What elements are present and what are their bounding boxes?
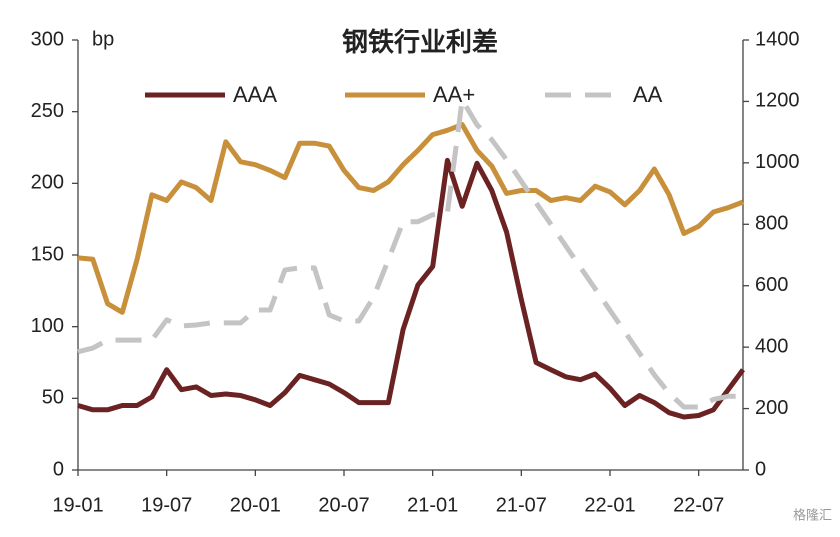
y-tick-label: 0 (53, 458, 64, 480)
x-tick-label: 21-07 (496, 494, 547, 516)
x-tick-label: 22-07 (673, 494, 724, 516)
x-tick-label: 19-01 (52, 494, 103, 516)
y-tick-label: 250 (31, 100, 64, 122)
y-unit: bp (92, 28, 114, 50)
legend-label: AA (633, 82, 663, 107)
y2-tick-label: 200 (755, 397, 788, 419)
y2-tick-label: 1400 (755, 28, 800, 50)
y2-tick-label: 1200 (755, 90, 800, 112)
y-tick-label: 200 (31, 172, 64, 194)
y2-tick-label: 400 (755, 335, 788, 357)
y-tick-label: 100 (31, 315, 64, 337)
y-tick-label: 300 (31, 28, 64, 50)
series-line (77, 157, 746, 420)
y2-tick-label: 800 (755, 213, 788, 235)
x-tick-label: 22-01 (584, 494, 635, 516)
series-line (77, 97, 743, 410)
legend-label: AA+ (433, 82, 475, 107)
y-tick-label: 50 (42, 387, 64, 409)
legend-label: AAA (233, 82, 277, 107)
watermark: 格隆汇 (793, 507, 832, 522)
y2-tick-label: 1000 (755, 151, 800, 173)
series-line (77, 122, 744, 315)
x-tick-label: 20-01 (230, 494, 281, 516)
x-tick-label: 21-01 (407, 494, 458, 516)
y2-tick-label: 0 (755, 458, 766, 480)
y2-tick-label: 600 (755, 274, 788, 296)
y-tick-label: 150 (31, 243, 64, 265)
x-tick-label: 19-07 (141, 494, 192, 516)
chart-title: 钢铁行业利差 (342, 27, 498, 57)
x-tick-label: 20-07 (318, 494, 369, 516)
